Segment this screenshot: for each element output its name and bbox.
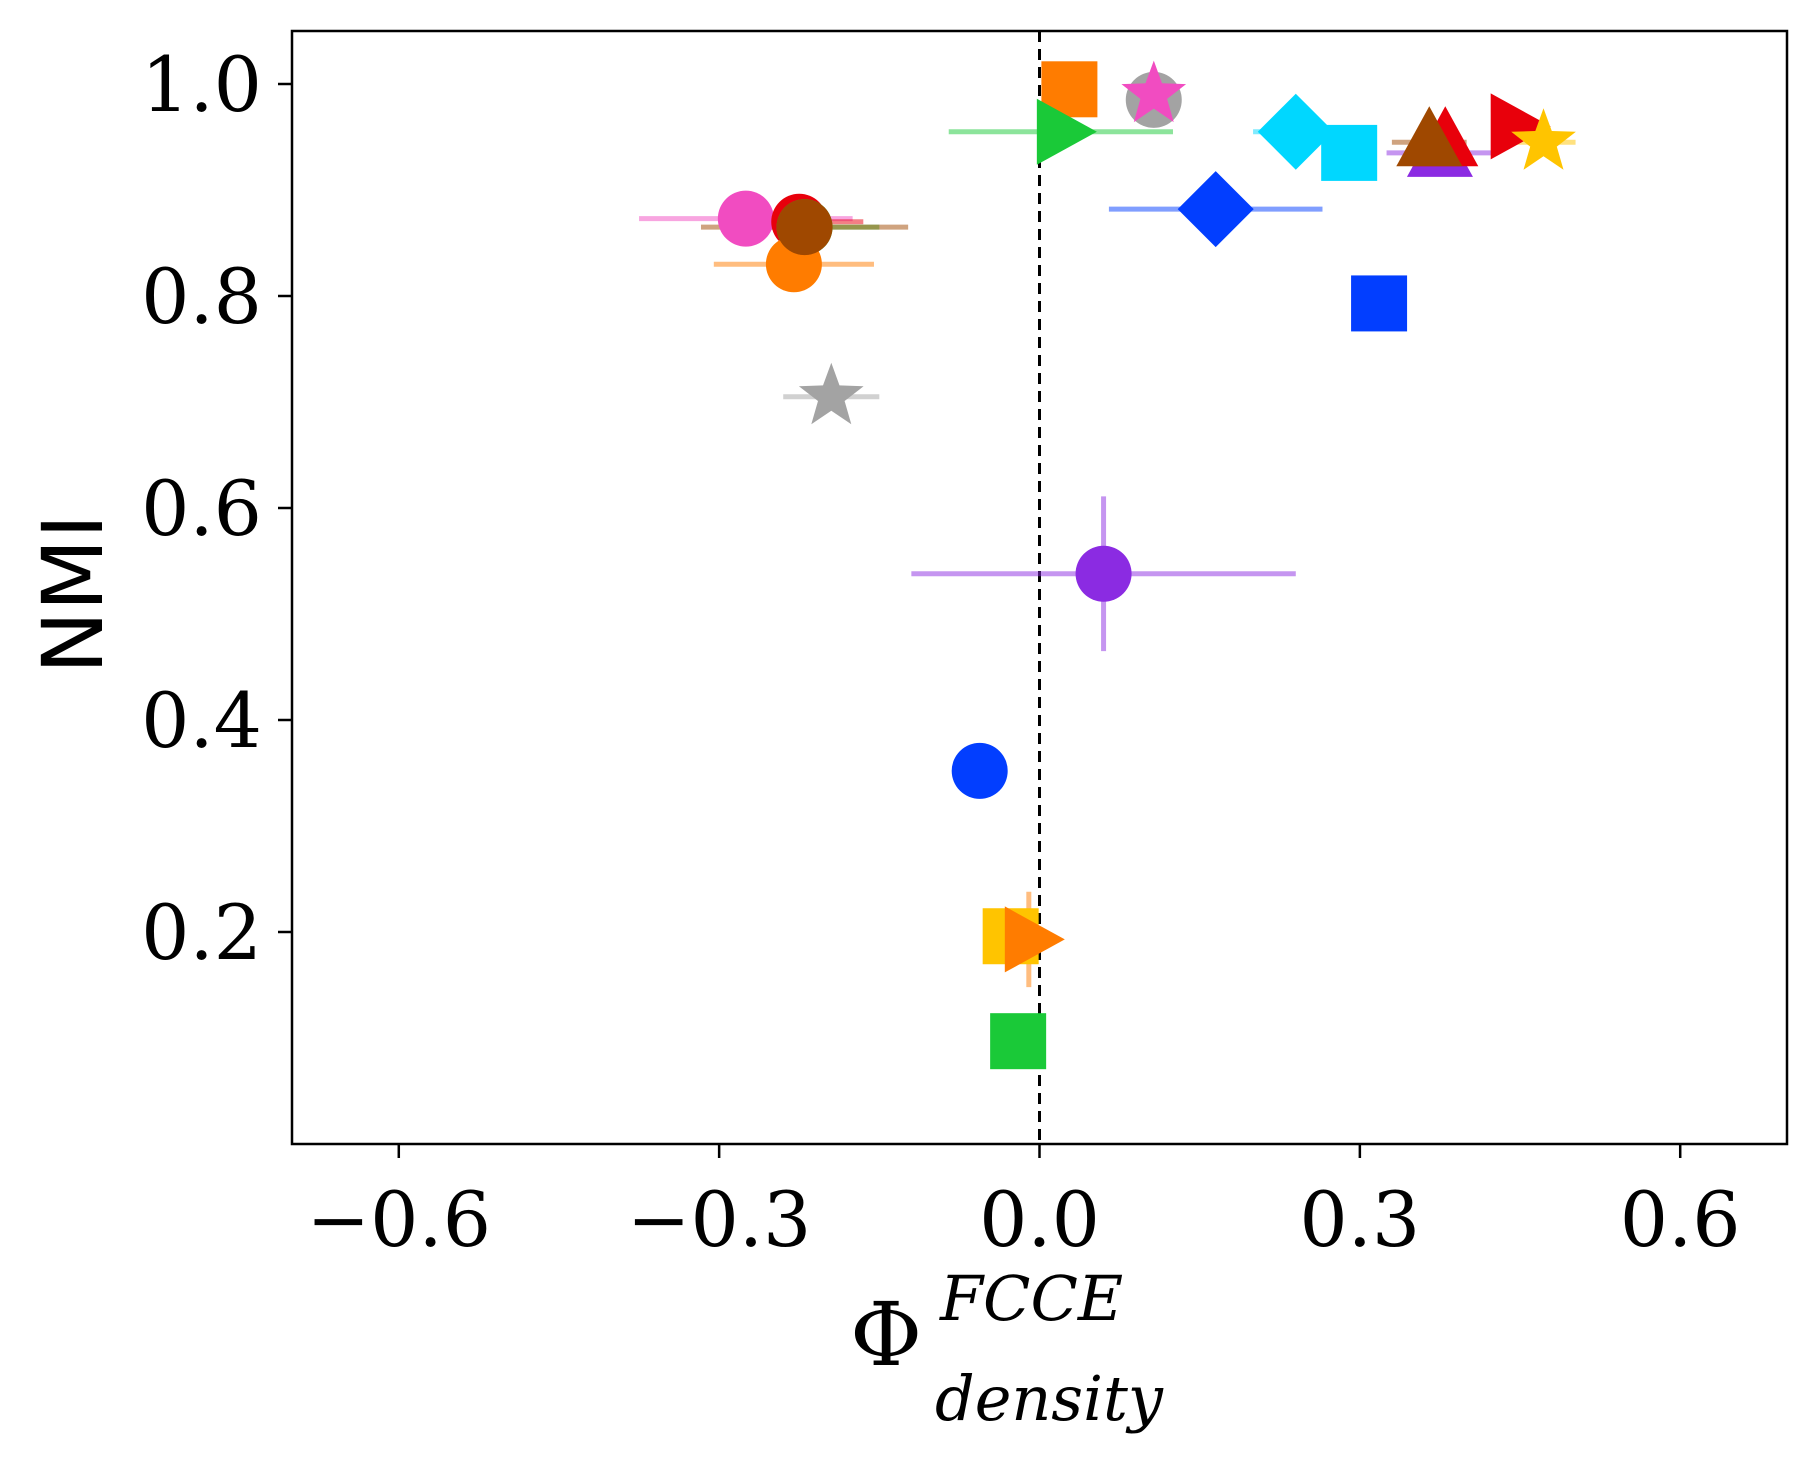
x-axis-ticks: −0.6 −0.3 0.0 0.3 0.6 — [307, 1144, 1741, 1264]
data-markers — [717, 60, 1576, 1070]
point-circle-1 — [717, 190, 774, 247]
y-axis-label: NMI — [24, 514, 122, 674]
y-axis-ticks: 0.2 0.4 0.6 0.8 1.0 — [141, 40, 292, 977]
y-tick-label: 0.4 — [141, 676, 262, 765]
x-axis-label-base: Φ — [850, 1283, 922, 1386]
point-star-16 — [1511, 108, 1576, 170]
point-triangle-right-15 — [1490, 93, 1551, 160]
point-star-0 — [798, 362, 864, 425]
x-tick-label: −0.3 — [627, 1175, 812, 1264]
x-tick-label: 0.0 — [979, 1175, 1100, 1264]
point-square-18 — [1351, 275, 1408, 332]
point-triangle-right-22 — [1004, 906, 1065, 973]
point-diamond-17 — [1177, 171, 1254, 248]
x-tick-label: −0.6 — [307, 1175, 492, 1264]
point-circle-20 — [951, 742, 1008, 799]
x-axis-label-superscript: FCCE — [939, 1262, 1123, 1335]
point-square-11 — [1321, 124, 1378, 181]
point-diamond-10 — [1257, 93, 1334, 170]
point-star-8 — [1121, 60, 1187, 123]
point-triangle-up-14 — [1396, 106, 1463, 167]
point-circle-19 — [1075, 545, 1132, 602]
y-tick-label: 0.2 — [141, 888, 262, 977]
y-tick-label: 1.0 — [141, 40, 262, 129]
x-tick-label: 0.6 — [1620, 1175, 1741, 1264]
point-triangle-right-9 — [1036, 98, 1097, 165]
x-axis-label-subscript: density — [935, 1362, 1164, 1435]
y-tick-label: 0.6 — [141, 464, 262, 553]
point-circle-5 — [776, 199, 833, 256]
point-square-23 — [990, 1013, 1047, 1070]
y-tick-label: 0.8 — [141, 252, 262, 341]
x-axis-label: Φ FCCE density — [850, 1262, 1164, 1435]
x-tick-label: 0.3 — [1299, 1175, 1420, 1264]
